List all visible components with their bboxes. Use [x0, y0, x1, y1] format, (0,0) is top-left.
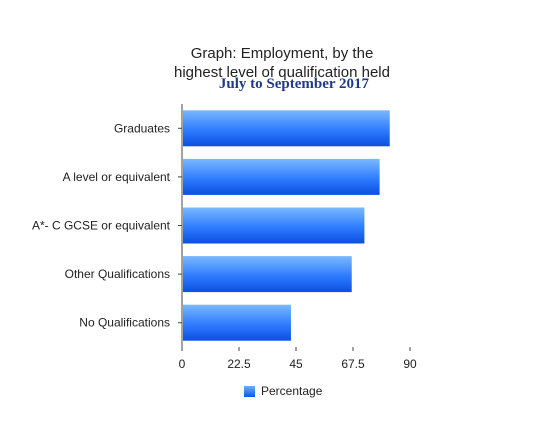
legend-label: Percentage [261, 384, 323, 398]
bar-4 [183, 304, 291, 341]
x-tick-label-2: 45 [289, 357, 303, 371]
x-tick-label-3: 67.5 [341, 357, 365, 371]
chart-title: Graph: Employment, by the highest level … [120, 44, 444, 82]
x-tick-label-4: 90 [403, 357, 417, 371]
category-label-0: Graduates [114, 121, 170, 135]
plot-area: Graduates A level or equivalent A*- C GCSE… [32, 104, 417, 371]
legend-swatch [244, 385, 255, 397]
chart-title-line-1: Graph: Employment, by the [190, 45, 374, 62]
bar-3 [183, 256, 352, 293]
category-label-2: A*- C GCSE or equivalent [32, 219, 171, 233]
bar-2 [183, 207, 365, 244]
x-tick-label-0: 0 [179, 357, 186, 371]
chart-title-line-2: highest level of qualification held [174, 64, 390, 81]
category-label-1: A level or equivalent [63, 170, 171, 184]
category-label-3: Other Qualifications [65, 267, 170, 281]
category-label-4: No Qualifications [79, 316, 170, 330]
x-tick-label-1: 22.5 [227, 357, 251, 371]
chart-subtitle: July to September 2017 [218, 76, 370, 92]
bar-1 [183, 158, 380, 195]
legend: Percentage [244, 384, 322, 398]
bar-0 [183, 110, 390, 147]
